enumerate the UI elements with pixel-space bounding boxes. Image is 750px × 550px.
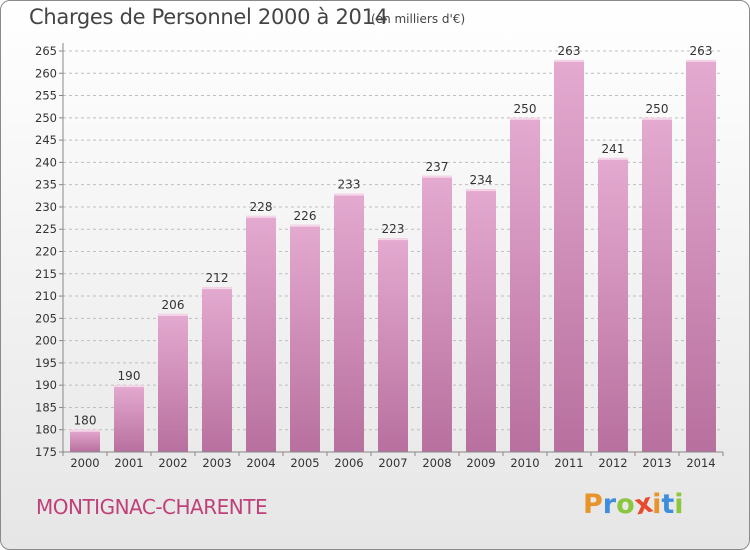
y-tick-label: 180 xyxy=(35,423,57,437)
data-label: 228 xyxy=(250,200,273,214)
bar-2000 xyxy=(70,429,100,452)
bar-2003 xyxy=(202,287,232,452)
y-tick-label: 235 xyxy=(35,178,57,192)
logo-letter: t xyxy=(661,489,675,520)
x-tick-label: 2013 xyxy=(642,456,671,470)
chart-subtitle: (en milliers d'€) xyxy=(371,12,466,26)
bar-2010 xyxy=(510,117,540,452)
y-tick-label: 230 xyxy=(35,200,57,214)
bar-2009 xyxy=(466,189,496,452)
y-tick-label: 190 xyxy=(35,378,57,392)
logo-letter: i xyxy=(652,489,662,520)
x-tick-label: 2000 xyxy=(70,456,99,470)
y-tick-label: 215 xyxy=(35,267,57,281)
data-label: 237 xyxy=(426,160,449,174)
proxiti-logo: Proxiti xyxy=(583,488,684,522)
data-label: 250 xyxy=(646,102,669,116)
bar-2001 xyxy=(114,385,144,452)
bar-2008 xyxy=(422,175,452,452)
bar-2011 xyxy=(554,59,584,453)
y-tick-label: 205 xyxy=(35,311,57,325)
bar-2006 xyxy=(334,193,364,453)
x-tick-label: 2001 xyxy=(114,456,143,470)
x-tick-label: 2011 xyxy=(554,456,583,470)
logo-letter: r xyxy=(602,489,617,520)
x-tick-label: 2007 xyxy=(378,456,407,470)
y-tick-label: 195 xyxy=(35,356,57,370)
data-label: 226 xyxy=(294,209,317,223)
x-tick-label: 2006 xyxy=(334,456,363,470)
town-name: MONTIGNAC-CHARENTE xyxy=(36,495,268,519)
bar-2005 xyxy=(290,224,320,452)
data-label: 233 xyxy=(338,178,361,192)
x-tick-label: 2002 xyxy=(158,456,187,470)
bar-2012 xyxy=(598,157,628,452)
y-tick-label: 210 xyxy=(35,289,57,303)
x-tick-label: 2014 xyxy=(686,456,715,470)
data-label: 250 xyxy=(514,102,537,116)
logo-letter: o xyxy=(616,489,635,520)
y-tick-label: 220 xyxy=(35,245,57,259)
bar-2007 xyxy=(378,238,408,452)
y-axis-ticks: 175 180 185 190 195 200 205 210 215 220 225 230 235 2… xyxy=(35,44,63,459)
data-label: 263 xyxy=(558,44,581,58)
x-tick-label: 2008 xyxy=(422,456,451,470)
y-tick-label: 255 xyxy=(35,89,57,103)
chart-title: Charges de Personnel 2000 à 2014 xyxy=(29,5,388,29)
y-tick-label: 245 xyxy=(35,133,57,147)
x-tick-label: 2003 xyxy=(202,456,231,470)
x-tick-label: 2004 xyxy=(246,456,275,470)
y-tick-label: 265 xyxy=(35,44,57,58)
y-tick-label: 250 xyxy=(35,111,57,125)
logo-letter: i xyxy=(674,489,684,520)
data-label: 180 xyxy=(74,414,97,428)
bar-2014 xyxy=(686,59,716,453)
logo-letter: P xyxy=(583,489,603,520)
data-label: 263 xyxy=(690,44,713,58)
data-label: 241 xyxy=(602,142,625,156)
bar-2004 xyxy=(246,215,276,452)
x-tick-label: 2012 xyxy=(598,456,627,470)
y-tick-label: 185 xyxy=(35,400,57,414)
y-tick-label: 260 xyxy=(35,66,57,80)
y-tick-label: 225 xyxy=(35,222,57,236)
y-tick-label: 200 xyxy=(35,334,57,348)
data-label: 212 xyxy=(206,271,229,285)
data-label: 234 xyxy=(470,173,493,187)
data-labels: 180 190 206 212 228 226 233 223 237 234 250 263 241 2… xyxy=(74,44,713,428)
x-tick-label: 2009 xyxy=(466,456,495,470)
x-tick-label: 2010 xyxy=(510,456,539,470)
x-axis-ticks: 2000 2001 2002 2003 2004 2005 2006 2007 2008 2009… xyxy=(62,452,724,470)
x-tick-label: 2005 xyxy=(290,456,319,470)
y-tick-label: 240 xyxy=(35,155,57,169)
data-label: 206 xyxy=(162,298,185,312)
data-label: 223 xyxy=(382,222,405,236)
data-label: 190 xyxy=(118,369,141,383)
bars xyxy=(70,59,716,453)
bar-2002 xyxy=(158,313,188,452)
bar-2013 xyxy=(642,117,672,452)
y-tick-label: 175 xyxy=(35,445,57,459)
